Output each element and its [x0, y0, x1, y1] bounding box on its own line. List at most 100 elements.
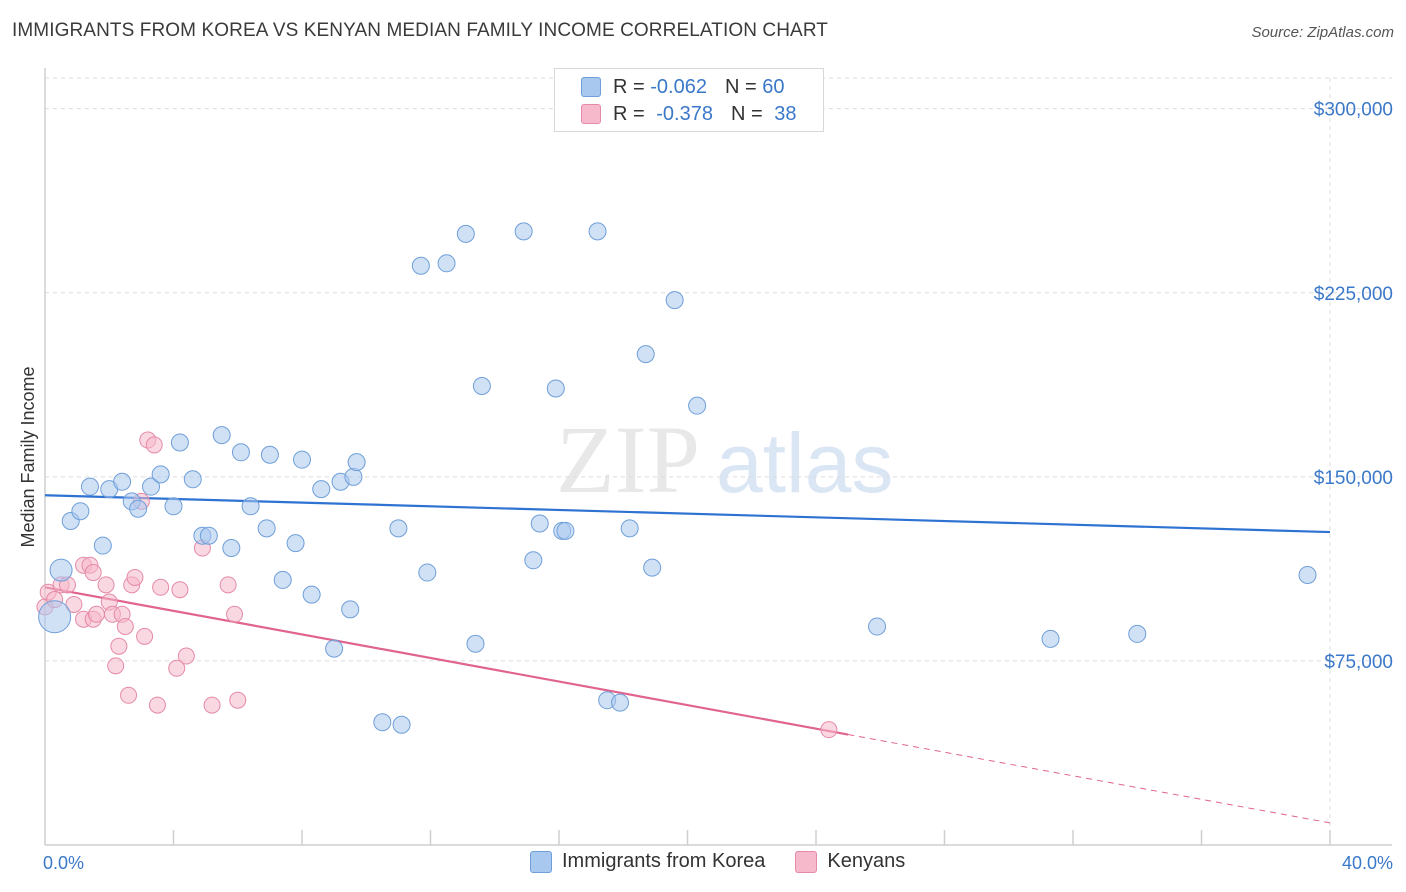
- trend-lines: [44, 494, 1331, 824]
- x-tick-label: 0.0%: [43, 853, 84, 873]
- legend-r-value: -0.062: [650, 75, 707, 98]
- y-tick-label: $300,000: [1314, 100, 1393, 121]
- point-korea: [1041, 629, 1060, 648]
- point-korea: [389, 519, 408, 538]
- point-korea: [164, 497, 183, 516]
- point-korea: [260, 445, 279, 464]
- point-kenya: [219, 576, 237, 594]
- point-kenya: [116, 618, 134, 636]
- point-korea: [588, 222, 607, 241]
- point-kenya: [145, 436, 163, 454]
- point-kenya: [168, 659, 186, 677]
- point-korea: [688, 396, 707, 415]
- watermark-atlas: atlas: [716, 416, 893, 510]
- point-kenya: [107, 657, 125, 675]
- point-korea: [170, 433, 189, 452]
- y-tick-label: $225,000: [1314, 284, 1393, 305]
- point-kenya: [229, 691, 247, 709]
- legend-n-value: 38: [774, 102, 797, 125]
- point-korea: [456, 224, 475, 243]
- point-korea: [113, 472, 132, 491]
- point-korea: [129, 499, 148, 518]
- point-kenya: [820, 721, 838, 739]
- point-korea: [231, 443, 250, 462]
- point-kenya: [120, 686, 138, 704]
- point-korea: [546, 379, 565, 398]
- point-korea: [556, 521, 575, 540]
- point-korea: [472, 377, 491, 396]
- point-korea: [411, 256, 430, 275]
- legend-r-value: -0.378: [656, 102, 713, 125]
- point-korea: [71, 502, 90, 521]
- legend-r-label: R =: [613, 75, 651, 98]
- point-korea: [222, 539, 241, 558]
- point-kenya: [87, 605, 105, 623]
- point-korea: [325, 639, 344, 658]
- point-korea: [1128, 624, 1147, 643]
- point-korea: [199, 526, 218, 545]
- axes: [44, 68, 1392, 846]
- point-kenya: [148, 696, 166, 714]
- point-kenya: [65, 595, 83, 613]
- point-korea: [524, 551, 543, 570]
- point-korea: [312, 480, 331, 499]
- source-label: Source: ZipAtlas.com: [1251, 24, 1394, 41]
- point-korea: [286, 534, 305, 553]
- point-kenya: [226, 605, 244, 623]
- point-kenya: [84, 564, 102, 582]
- y-tick-label: $150,000: [1314, 468, 1393, 489]
- y-axis-label: Median Family Income: [18, 366, 38, 547]
- point-kenya: [126, 568, 144, 586]
- point-korea: [151, 465, 170, 484]
- series-legend-korea: Immigrants from Korea: [530, 850, 765, 873]
- point-korea: [80, 477, 99, 496]
- point-kenya: [152, 578, 170, 596]
- point-korea: [183, 470, 202, 489]
- y-tick-label: $75,000: [1324, 652, 1393, 673]
- point-kenya: [177, 647, 195, 665]
- data-points: [36, 222, 1317, 739]
- watermark-zip: ZIP: [556, 406, 700, 513]
- point-korea: [241, 497, 260, 516]
- point-korea: [611, 693, 630, 712]
- series-swatch-kenya: [795, 850, 818, 873]
- trend-line-korea: [44, 494, 1331, 534]
- point-kenya: [203, 696, 221, 714]
- point-korea: [620, 519, 639, 538]
- point-korea: [418, 563, 437, 582]
- point-korea: [293, 450, 311, 469]
- legend-row-korea: R = -0.062 N = 60: [581, 74, 784, 100]
- series-label-korea: Immigrants from Korea: [562, 850, 766, 872]
- legend-n-label: N =: [730, 102, 769, 125]
- legend-swatch-korea: [581, 77, 601, 97]
- point-korea: [257, 519, 276, 538]
- point-kenya: [110, 637, 128, 655]
- point-korea: [302, 585, 321, 604]
- trend-line-kenya: [44, 586, 849, 736]
- correlation-legend: R = -0.062 N = 60 R = -0.378 N = 38: [554, 68, 824, 132]
- legend-n-label: N =: [724, 75, 763, 98]
- legend-n-value: 60: [762, 75, 785, 98]
- point-korea: [530, 514, 549, 533]
- point-korea: [514, 222, 533, 241]
- series-swatch-korea: [530, 850, 552, 873]
- point-korea: [38, 600, 72, 634]
- point-korea: [665, 291, 684, 310]
- point-korea: [643, 558, 662, 577]
- point-korea: [636, 345, 655, 364]
- point-korea: [212, 426, 231, 445]
- point-korea: [437, 254, 456, 273]
- point-korea: [142, 477, 161, 496]
- point-kenya: [171, 581, 189, 599]
- legend-swatch-kenya: [581, 104, 601, 124]
- series-label-kenya: Kenyans: [827, 850, 906, 872]
- point-korea: [341, 600, 360, 619]
- point-korea: [1298, 566, 1317, 585]
- x-tick-label: 40.0%: [1342, 853, 1393, 873]
- trend-line-kenya-extension: [848, 734, 1331, 824]
- point-korea: [273, 570, 292, 589]
- watermark: ZIP atlas: [556, 406, 893, 513]
- point-korea: [466, 634, 485, 653]
- legend-row-kenya: R = -0.378 N = 38: [581, 101, 796, 127]
